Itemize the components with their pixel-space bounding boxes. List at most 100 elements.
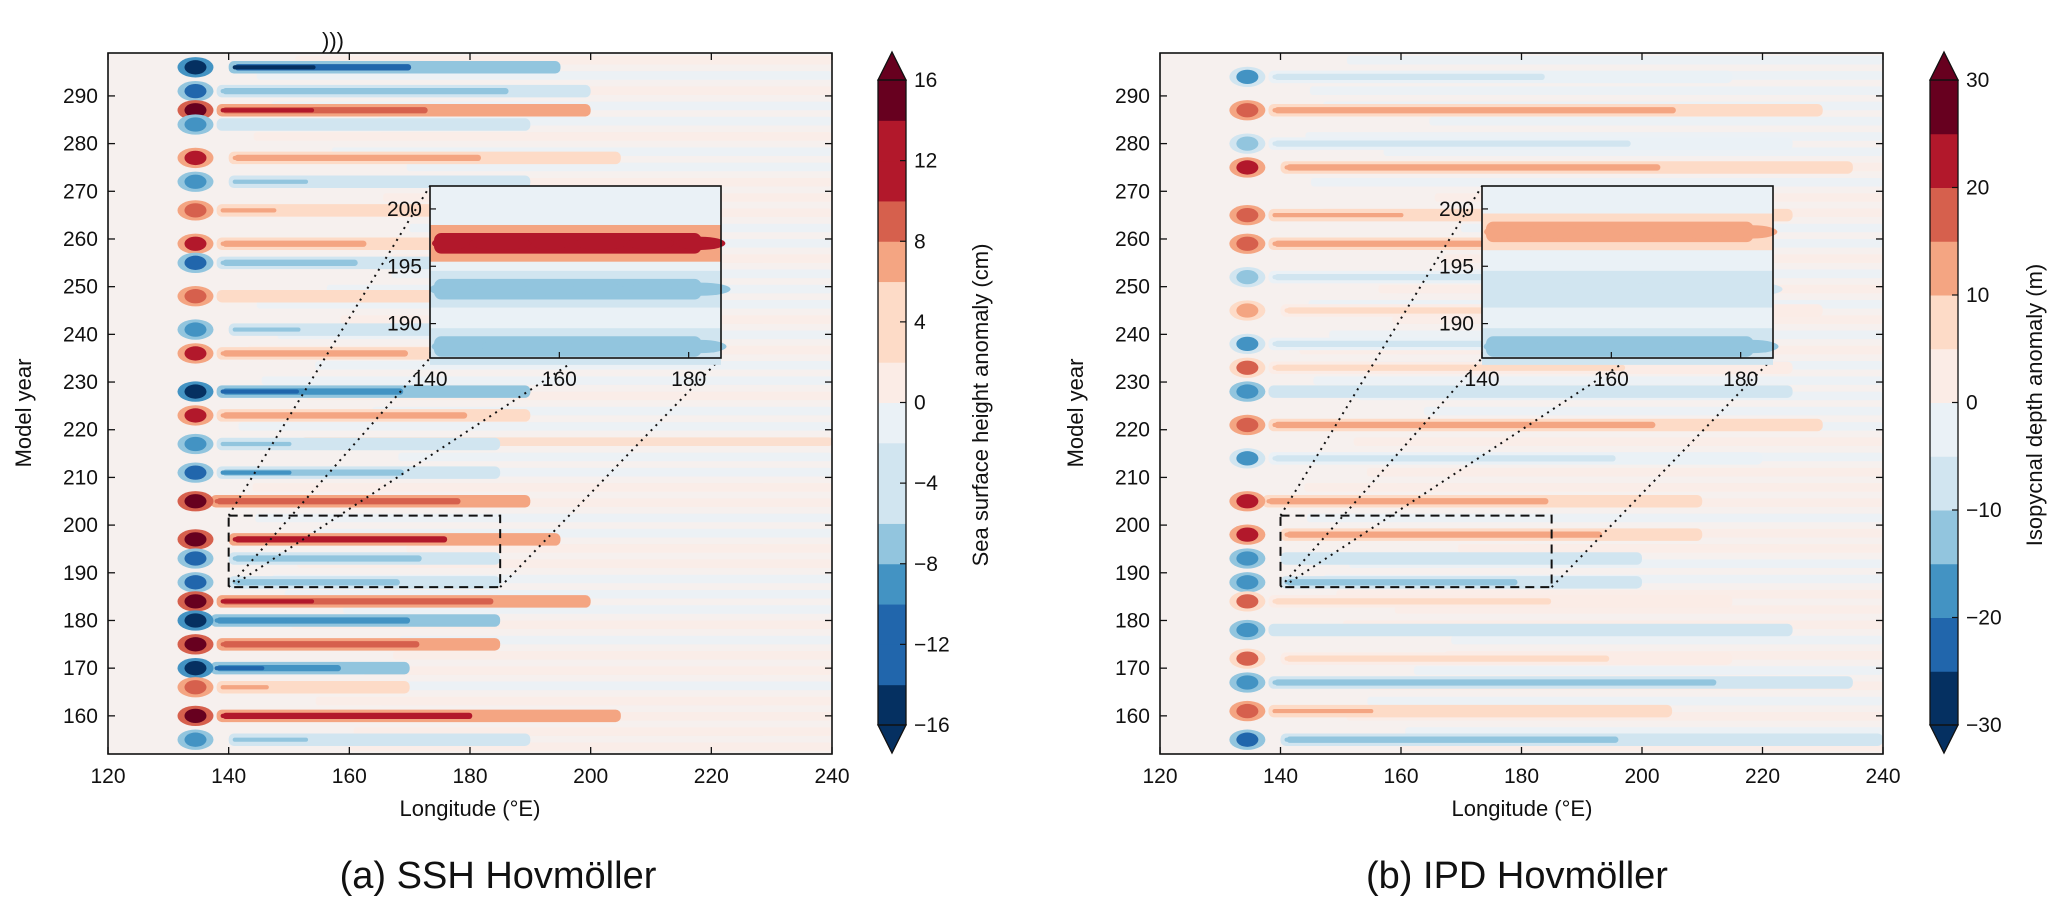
y-tick-label: 170 <box>1115 657 1150 680</box>
band-peak <box>1272 456 1396 461</box>
boundary-blob <box>184 732 207 747</box>
background-streak <box>393 650 832 660</box>
colorbar-extend-min <box>1928 724 1960 755</box>
background-streak <box>1353 437 1883 446</box>
x-tick-label: 140 <box>1263 765 1298 788</box>
y-tick-label: 200 <box>1115 514 1150 537</box>
band-peak <box>220 713 322 718</box>
colorbar-segment <box>1930 295 1958 350</box>
y-tick-label: 210 <box>1115 466 1150 489</box>
boundary-blob <box>1236 303 1259 318</box>
boundary-blob <box>1236 417 1259 433</box>
colorbar-segment <box>1930 510 1958 565</box>
y-tick-label: 240 <box>1115 323 1150 346</box>
colorbar-label: Sea surface height anomaly (cm) <box>968 244 993 567</box>
band-peak <box>1284 556 1375 561</box>
colorbar-segment <box>1930 133 1958 188</box>
inset-x-tick-label: 160 <box>542 368 577 391</box>
y-tick-label: 170 <box>63 657 98 680</box>
boundary-blob <box>1236 207 1259 223</box>
colorbar-tick-label: 8 <box>914 230 926 253</box>
boundary-blob <box>184 103 207 118</box>
inset-band-peak <box>1533 339 1572 354</box>
x-tick-label: 220 <box>694 765 729 788</box>
band-peak <box>1272 108 1412 113</box>
background-streak <box>1346 55 1883 65</box>
colorbar-segment <box>878 684 906 726</box>
boundary-blob <box>1236 703 1259 719</box>
connector-line <box>227 357 431 588</box>
inset-band-peak <box>524 282 577 296</box>
background-streak <box>1429 116 1883 126</box>
colorbar-tick-label: −20 <box>1966 607 2002 630</box>
inset-band-peak <box>1576 282 1629 296</box>
colorbar-segment <box>878 483 906 524</box>
boundary-blob <box>184 680 207 695</box>
colorbar-segment <box>878 80 906 121</box>
inset-band-peak <box>1728 225 1778 239</box>
colorbar-tick-label: −8 <box>914 553 938 576</box>
background-streak <box>406 162 832 172</box>
inset-panel: 140 160 180 190 195 200 <box>1439 185 1783 391</box>
boundary-blob <box>1236 160 1259 175</box>
band-peak <box>232 556 301 561</box>
boundary-blob <box>184 60 207 75</box>
boundary-blob <box>184 532 207 547</box>
colorbar-tick-label: 0 <box>1966 392 1978 415</box>
inset-x-tick-label: 160 <box>1594 368 1629 391</box>
colorbar-segment <box>878 281 906 323</box>
band-peak <box>220 241 284 246</box>
band-peak <box>214 618 287 623</box>
background-streak <box>362 666 832 675</box>
y-tick-label: 220 <box>63 419 98 442</box>
band-peak <box>1284 737 1436 742</box>
y-tick-label: 250 <box>63 276 98 299</box>
inset-band-peak <box>531 236 570 250</box>
band-peak <box>1272 141 1404 146</box>
background-streak <box>315 696 832 706</box>
inset-band-peak <box>1680 282 1725 296</box>
inset-band-peak <box>1628 282 1677 296</box>
inset-x-tick-label: 140 <box>412 368 447 391</box>
x-axis-label: Longitude (°E) <box>400 796 541 821</box>
inset-band-peak <box>1723 282 1783 296</box>
y-tick-label: 160 <box>1115 705 1150 728</box>
boundary-blob <box>184 322 207 337</box>
inset-y-tick-label: 190 <box>1439 313 1474 336</box>
inset-x-tick-label: 180 <box>1723 368 1758 391</box>
colorbar-segment <box>878 200 906 242</box>
boundary-blob <box>1236 594 1259 609</box>
hovmoller-field <box>108 53 832 754</box>
band-peak <box>214 499 295 504</box>
field-background <box>1160 53 1883 754</box>
band-peak <box>232 65 316 70</box>
inset-band-peak <box>576 282 625 296</box>
y-tick-label: 250 <box>1115 276 1150 299</box>
inset-y-tick-label: 195 <box>1439 255 1474 278</box>
colorbar-segment <box>878 604 906 645</box>
x-tick-label: 220 <box>1745 765 1780 788</box>
y-tick-label: 270 <box>1115 180 1150 203</box>
band-peak <box>232 155 331 161</box>
band-peak <box>220 685 269 690</box>
boundary-blob <box>1236 651 1259 666</box>
y-tick-label: 230 <box>63 371 98 394</box>
band-peak <box>220 599 315 604</box>
band-peak <box>220 294 277 299</box>
background-streak <box>1309 86 1883 95</box>
band-peak <box>220 89 315 94</box>
band-peak <box>1272 241 1389 246</box>
boundary-blob <box>1236 675 1259 690</box>
background-streak <box>317 681 832 691</box>
colorbar-extend-max <box>1928 50 1960 81</box>
colorbar-segment <box>1930 563 1958 618</box>
inset-band-peak <box>1727 339 1779 354</box>
inset-band-peak <box>671 282 731 296</box>
inset-band-peak <box>574 236 627 250</box>
boundary-blob <box>1236 575 1259 590</box>
inset-x-tick-label: 180 <box>671 368 706 391</box>
colorbar-tick-label: 12 <box>914 150 937 173</box>
inset-frame <box>429 185 722 359</box>
band-peak <box>220 642 292 647</box>
